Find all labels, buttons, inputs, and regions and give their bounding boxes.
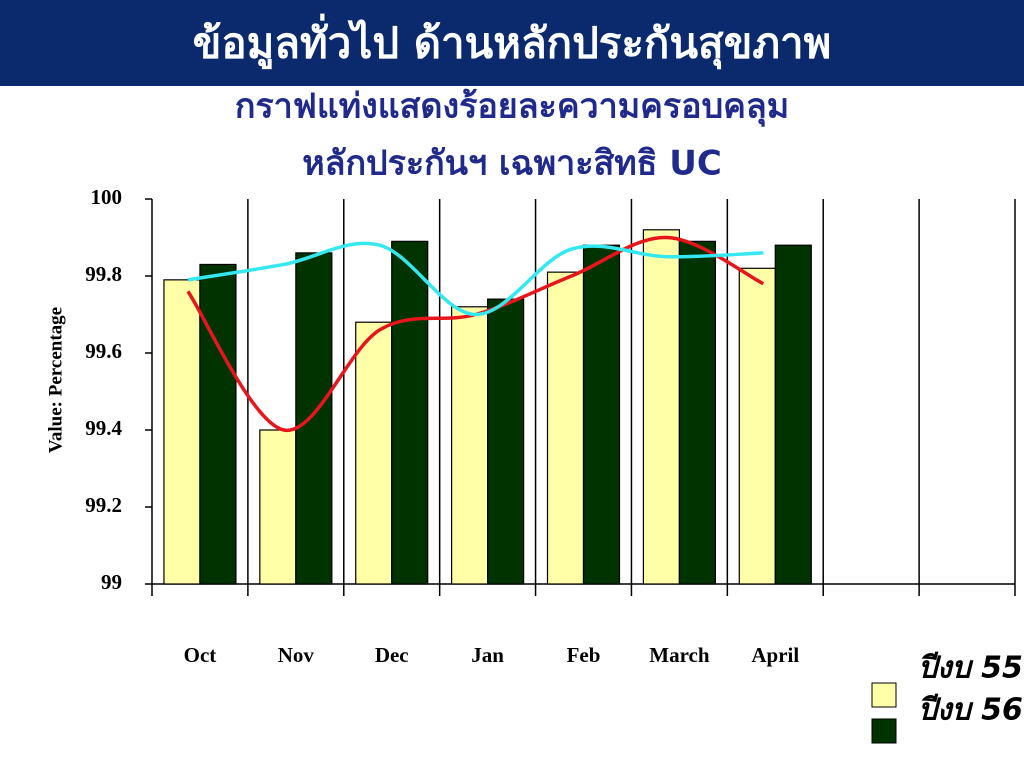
bar	[163, 279, 201, 585]
bar	[774, 244, 812, 585]
y-tick-label: 99.2	[85, 493, 122, 517]
slide-title: ข้อมูลทั่วไป ด้านหลักประกันสุขภาพ	[193, 14, 832, 70]
x-tick-label: Oct	[184, 643, 217, 667]
bar	[582, 244, 621, 585]
chart-subtitle: หลักประกันฯ เฉพาะสิทธิ UC	[302, 144, 722, 184]
legend-label: ปีงบ 56	[918, 693, 1023, 728]
bar	[642, 229, 680, 585]
bar	[391, 240, 429, 585]
y-tick-label: 99.6	[85, 339, 122, 363]
x-tick-label: Jan	[471, 643, 504, 667]
y-tick-label: 99.8	[85, 262, 122, 286]
legend-label: ปีงบ 55	[918, 651, 1023, 686]
bar	[487, 298, 525, 585]
header-band	[0, 0, 1024, 86]
legend-swatch	[871, 682, 897, 708]
bar	[259, 429, 297, 585]
x-tick-label: Feb	[567, 643, 601, 667]
x-tick-label: March	[649, 643, 710, 667]
x-tick-label: Dec	[375, 643, 409, 667]
bar	[738, 267, 776, 585]
x-tick-label: Nov	[278, 643, 315, 667]
y-tick-label: 99.4	[85, 416, 122, 440]
bar	[199, 263, 237, 585]
y-tick-label: 100	[91, 185, 123, 209]
bar	[295, 252, 333, 585]
trend-line	[187, 241, 764, 317]
legend-swatch	[871, 718, 897, 744]
y-axis-label: Value: Percentage	[45, 307, 66, 453]
bar	[355, 321, 393, 585]
trend-line	[186, 235, 765, 432]
chart-subtitle: กราฟแท่งแสดงร้อยละความครอบคลุม	[235, 87, 789, 128]
bar	[546, 271, 585, 585]
y-tick-label: 99	[101, 570, 122, 594]
x-tick-label: April	[751, 643, 799, 667]
bar	[678, 240, 716, 585]
bar	[451, 306, 489, 585]
